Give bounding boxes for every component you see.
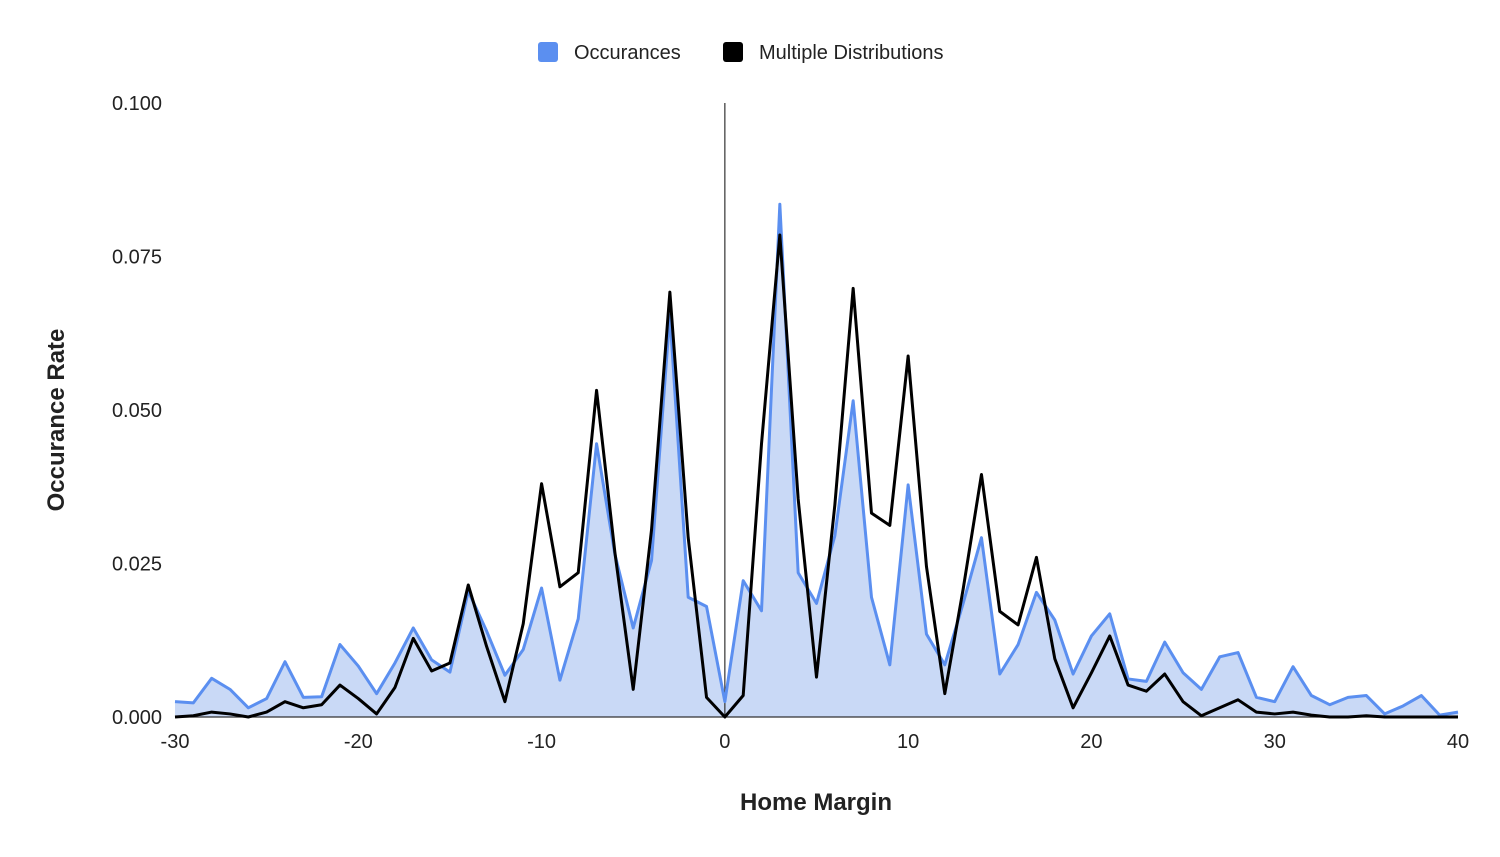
y-axis-title: Occurance Rate — [43, 329, 70, 512]
y-tick-label: 0.025 — [112, 554, 162, 576]
x-tick-label: 30 — [1264, 731, 1286, 753]
x-axis-ticks: -30 -20 -10 0 10 20 30 40 — [161, 731, 1470, 753]
x-tick-label: 0 — [719, 731, 730, 753]
y-tick-label: 0.000 — [112, 707, 162, 729]
x-axis-title: Home Margin — [740, 789, 892, 816]
series-area-occurances — [175, 204, 1458, 717]
plot-area — [174, 103, 1459, 719]
legend-label-multiple-distributions: Multiple Distributions — [759, 42, 944, 64]
x-tick-label: 20 — [1080, 731, 1102, 753]
legend: Occurances Multiple Distributions — [538, 42, 944, 64]
y-axis-ticks: 0.000 0.025 0.050 0.075 0.100 — [112, 93, 162, 729]
y-tick-label: 0.075 — [112, 247, 162, 269]
legend-swatch-multiple-distributions — [723, 42, 743, 62]
x-tick-label: -20 — [344, 731, 373, 753]
y-tick-label: 0.100 — [112, 93, 162, 115]
x-tick-label: -10 — [527, 731, 556, 753]
y-tick-label: 0.050 — [112, 400, 162, 422]
x-tick-label: -30 — [161, 731, 190, 753]
legend-swatch-occurances — [538, 42, 558, 62]
legend-label-occurances: Occurances — [574, 42, 681, 64]
x-tick-label: 40 — [1447, 731, 1469, 753]
x-tick-label: 10 — [897, 731, 919, 753]
